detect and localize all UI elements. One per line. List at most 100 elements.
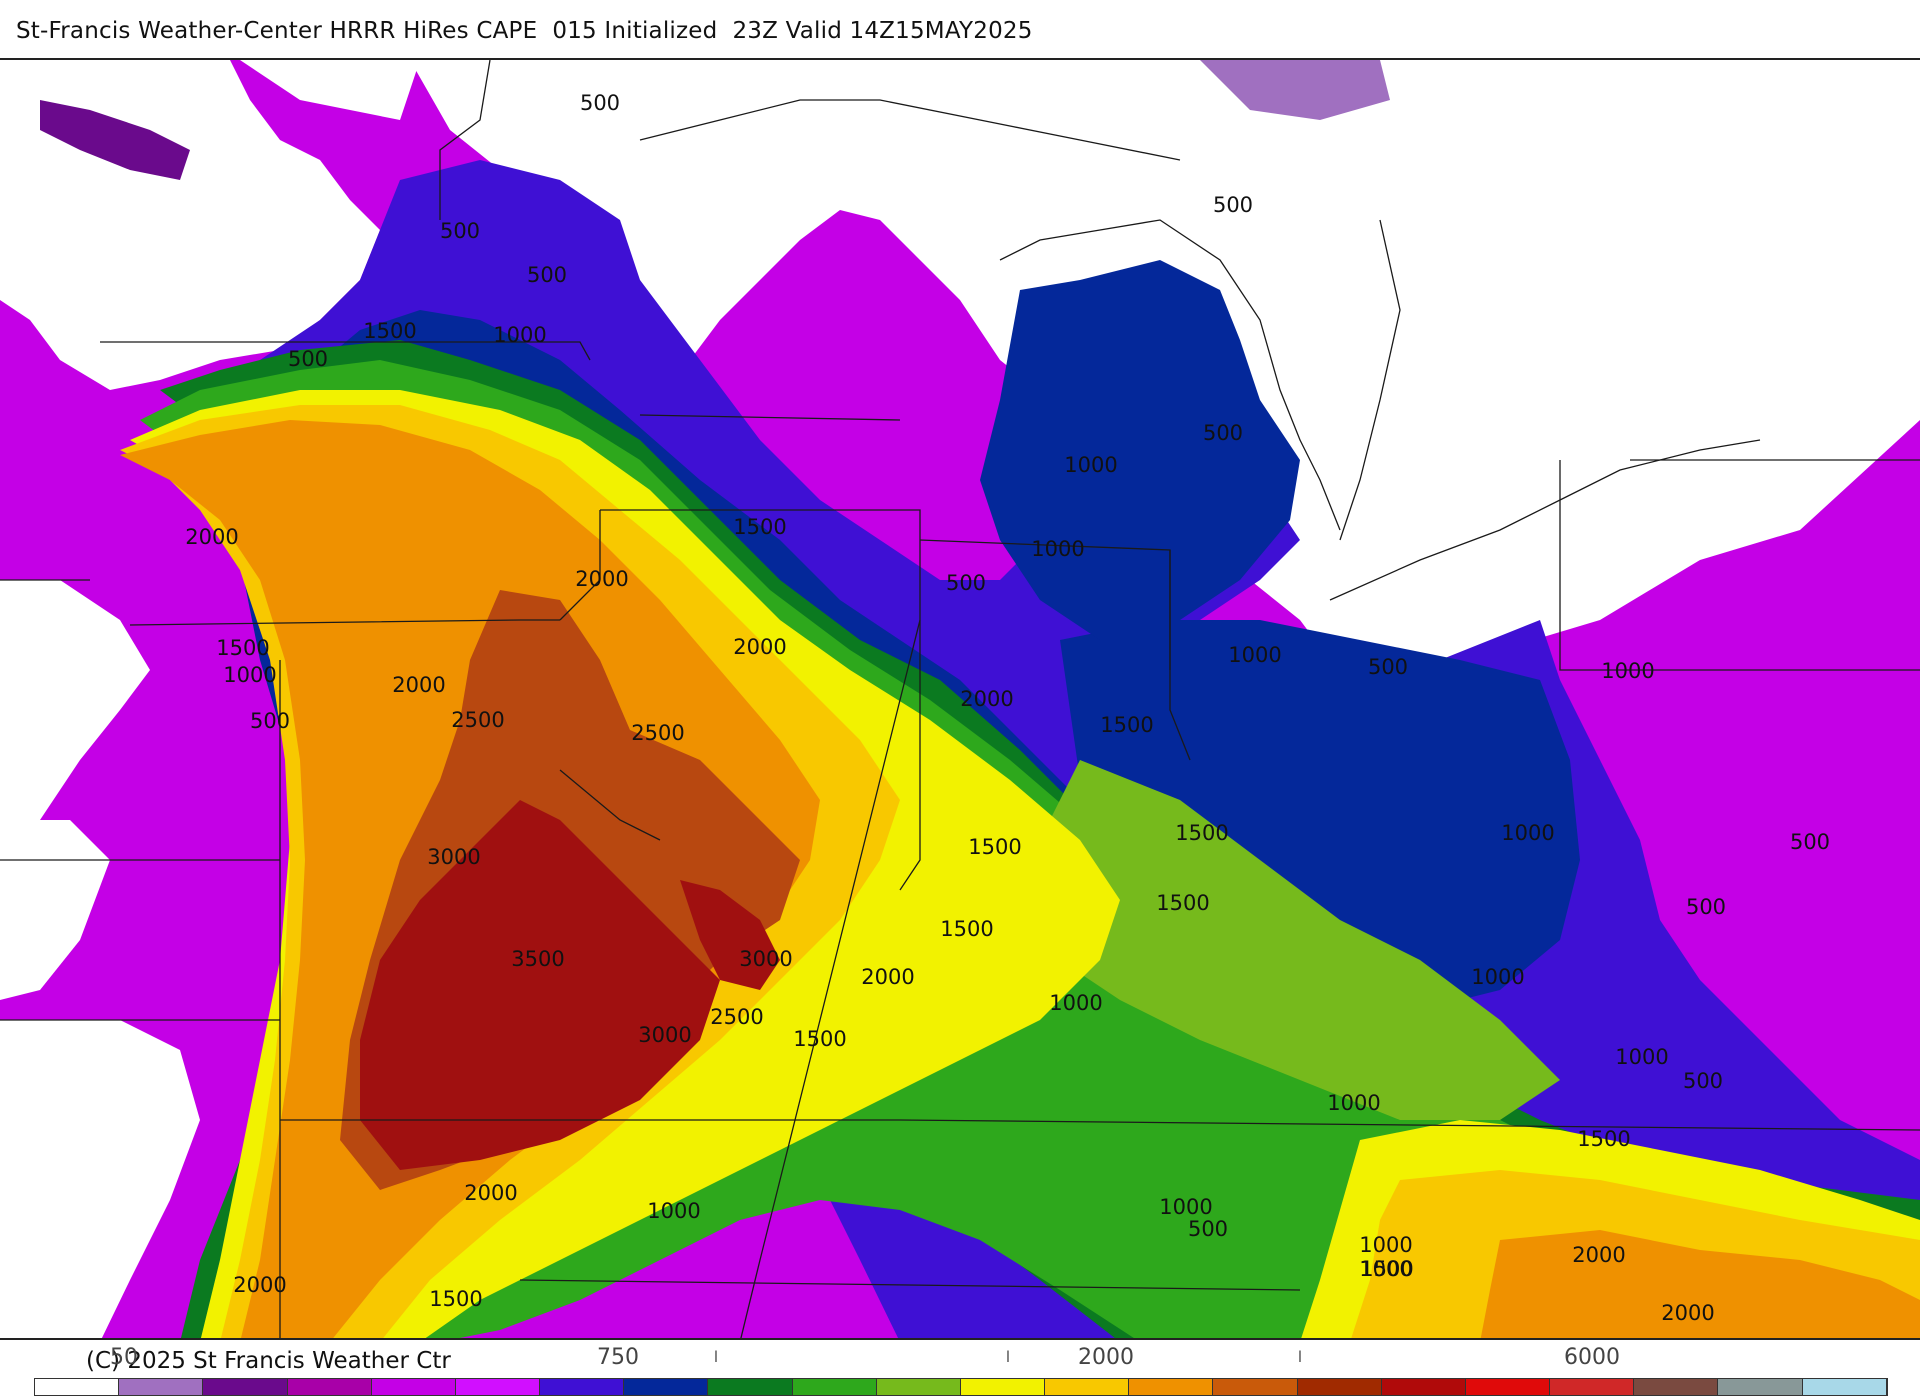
colorbar-tick-1: I (713, 1347, 719, 1366)
contour-label: 1000 (647, 1199, 700, 1223)
lake-outline-michigan (999, 219, 1341, 531)
contour-label: 500 (1368, 655, 1408, 679)
contour-label: 1500 (363, 319, 416, 343)
contour-label: 2500 (451, 708, 504, 732)
state-line-4 (129, 619, 560, 626)
colorbar-swatch (540, 1379, 625, 1395)
contour-label: 1500 (940, 917, 993, 941)
region-white-southwest (0, 1020, 200, 1338)
contour-label: 1000 (1049, 991, 1102, 1015)
colorbar-tick-2: I (1005, 1347, 1011, 1366)
state-line-5 (899, 620, 921, 891)
contour-label: 1500 (1175, 821, 1228, 845)
contour-label: 3500 (511, 947, 564, 971)
contour-label: 1500 (1100, 713, 1153, 737)
colorbar-swatch (1718, 1379, 1803, 1395)
contour-label: 500 (1203, 421, 1243, 445)
contour-label: 1500 (216, 636, 269, 660)
colorbar (34, 1378, 1888, 1396)
contour-label: 1500 (1360, 1257, 1413, 1281)
contour-label: 500 (580, 91, 620, 115)
contour-label: 500 (440, 219, 480, 243)
colorbar-swatch (119, 1379, 204, 1395)
contour-label: 2000 (1572, 1243, 1625, 1267)
lake-outline-erie (1329, 439, 1761, 601)
state-line-18 (559, 769, 661, 841)
colorbar-swatch (203, 1379, 288, 1395)
colorbar-swatch (1802, 1379, 1887, 1395)
colorbar-swatch (1465, 1379, 1551, 1395)
lake-outline-huron (1339, 219, 1401, 541)
contour-label: 1500 (1577, 1127, 1630, 1151)
lake-outline-superior (639, 99, 1181, 161)
colorbar-swatch (287, 1379, 372, 1395)
river-line (740, 619, 921, 1338)
contour-label: 2000 (733, 635, 786, 659)
contour-label: 500 (1188, 1217, 1228, 1241)
contour-label: 1500 (733, 515, 786, 539)
contour-label: 3000 (739, 947, 792, 971)
contour-label: 2000 (960, 687, 1013, 711)
contour-label: 1000 (1615, 1045, 1668, 1069)
contour-label: 1500 (793, 1027, 846, 1051)
colorbar-label-2000: 2000 (1078, 1345, 1134, 1370)
contour-label: 1000 (1228, 643, 1281, 667)
colorbar-swatch (708, 1379, 793, 1395)
contour-label: 1000 (1471, 965, 1524, 989)
contour-label: 500 (288, 347, 328, 371)
contour-label: 1000 (1359, 1257, 1412, 1281)
contour-label: 2000 (575, 567, 628, 591)
colorbar-swatch (371, 1379, 456, 1395)
colorbar-swatch (1297, 1379, 1382, 1395)
region-ltpurple-ne (1200, 60, 1390, 120)
contour-label: 2500 (631, 721, 684, 745)
colorbar-swatch (1045, 1379, 1130, 1395)
contour-label: 2000 (861, 965, 914, 989)
contour-label: 1000 (1159, 1195, 1212, 1219)
region-darkred (360, 800, 720, 1170)
region-white-west-mid (0, 820, 110, 1000)
contour-label: 3000 (427, 845, 480, 869)
colorbar-swatch (1129, 1379, 1214, 1395)
contour-label: 1000 (1327, 1091, 1380, 1115)
contour-label: 500 (1686, 895, 1726, 919)
state-line-17 (519, 1279, 1301, 1291)
region-white-west (0, 580, 150, 860)
colorbar-swatch (1550, 1379, 1635, 1395)
colorbar-tick-3: I (1297, 1347, 1303, 1366)
colorbar-swatch (624, 1379, 709, 1395)
contour-label: 3000 (638, 1023, 691, 1047)
state-line-16 (439, 60, 491, 220)
contour-label: 1000 (223, 663, 276, 687)
boundary-lines (0, 60, 1920, 1338)
colorbar-swatch (455, 1379, 541, 1395)
contour-label: 500 (1790, 830, 1830, 854)
colorbar-swatch (35, 1379, 120, 1395)
colorbar-swatch (1213, 1379, 1298, 1395)
state-line-2 (639, 414, 901, 421)
colorbar-label-6000: 6000 (1564, 1345, 1620, 1370)
contour-label: 500 (527, 263, 567, 287)
state-line-9 (1559, 460, 1920, 671)
contour-label: 1000 (1601, 659, 1654, 683)
state-line-7 (1169, 550, 1191, 761)
chart-title: St-Francis Weather-Center HRRR HiRes CAP… (16, 18, 1033, 44)
state-line-10 (280, 1119, 1920, 1131)
state-line-15 (559, 510, 601, 621)
region-dkpurple-nw (40, 100, 190, 180)
contour-label: 2000 (392, 673, 445, 697)
contour-label: 500 (250, 709, 290, 733)
colorbar-swatch (1381, 1379, 1466, 1395)
colorbar-swatch (1634, 1379, 1719, 1395)
colorbar-label-750: 750 (597, 1345, 639, 1370)
region-yellowgreen-east (1040, 760, 1560, 1120)
state-line-1 (100, 341, 591, 361)
contour-label: 500 (1683, 1069, 1723, 1093)
cape-map: 500 500 500 1500 1000 500 500 500 2000 1000 1500 20… (0, 58, 1920, 1340)
colorbar-label-50: 50 (110, 1345, 138, 1370)
colorbar-labels: 50 750 I I 2000 I 6000 (0, 1345, 1920, 1375)
contour-label: 1000 (493, 323, 546, 347)
contour-label: 1500 (968, 835, 1021, 859)
contour-label: 1000 (1501, 821, 1554, 845)
